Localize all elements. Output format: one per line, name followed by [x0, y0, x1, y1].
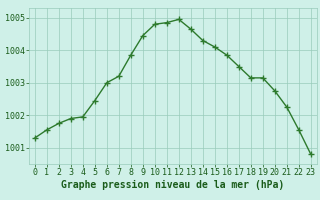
X-axis label: Graphe pression niveau de la mer (hPa): Graphe pression niveau de la mer (hPa)	[61, 180, 284, 190]
